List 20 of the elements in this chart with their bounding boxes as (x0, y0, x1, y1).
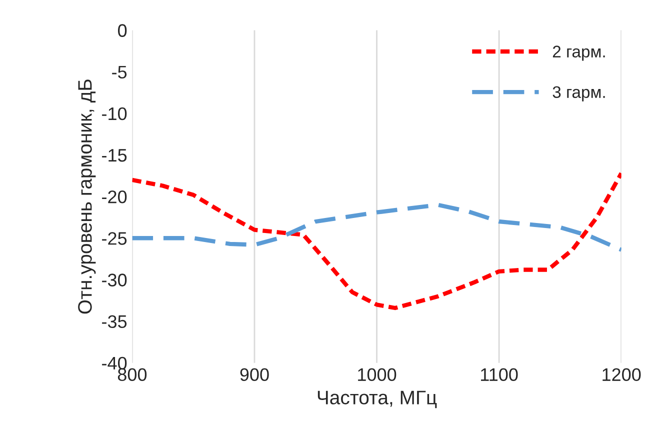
legend-label: 3 гарм. (552, 86, 605, 102)
x-tick-label: 1000 (358, 368, 396, 382)
y-tick-label: -5 (112, 66, 127, 79)
x-tick-label: 800 (118, 368, 147, 382)
x-tick-label: 900 (240, 368, 269, 382)
y-tick-label: -25 (102, 232, 127, 245)
y-tick-label: -30 (102, 274, 127, 286)
line-series (132, 171, 622, 310)
y-axis-title: Отн.уровень гармоник, дБ (78, 80, 96, 314)
x-tick-label: 1200 (602, 368, 641, 382)
y-tick-label: 0 (118, 24, 127, 37)
legend-label: 2 гарм. (552, 46, 605, 61)
y-tick-label: -40 (102, 356, 127, 370)
y-tick-label: -15 (102, 149, 127, 162)
y-tick-label: -20 (102, 190, 127, 204)
y-tick-label: -10 (102, 107, 127, 120)
x-tick-label: 1100 (481, 368, 518, 382)
line-series (132, 202, 622, 252)
y-tick-label: -35 (102, 315, 127, 328)
x-axis-title: Частота, МГц (318, 390, 437, 408)
